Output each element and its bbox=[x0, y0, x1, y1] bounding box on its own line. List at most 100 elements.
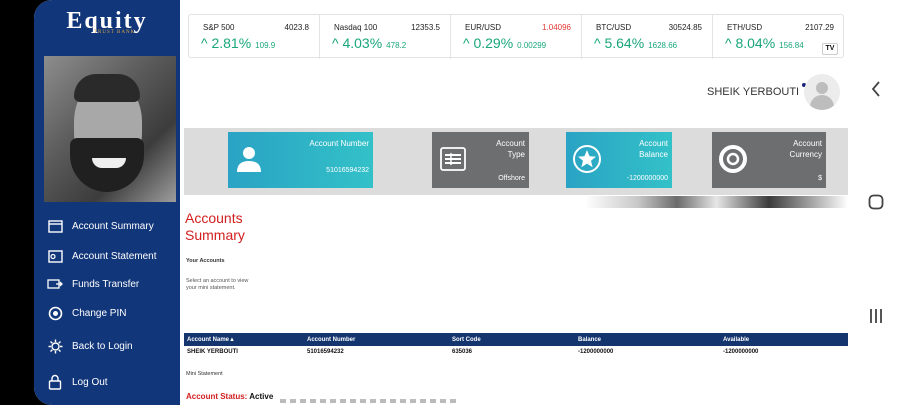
card-account-currency[interactable]: Account Currency $ bbox=[712, 132, 826, 188]
ticker-change-percent: ^ 4.03% 478.2 bbox=[332, 35, 406, 51]
ticker-price: 4023.8 bbox=[284, 23, 309, 32]
ticker-name: BTC/USD bbox=[596, 23, 632, 32]
card-value: Offshore bbox=[498, 175, 525, 182]
ticker-name: EUR/USD bbox=[465, 23, 502, 32]
system-nav-bar bbox=[850, 0, 900, 405]
card-title: Account Balance bbox=[639, 139, 668, 159]
profile-photo bbox=[44, 56, 176, 202]
up-arrow-icon: ^ bbox=[201, 35, 212, 51]
phone-left-edge bbox=[0, 0, 34, 405]
lock-icon bbox=[46, 373, 64, 391]
person-icon bbox=[234, 144, 264, 174]
banner-photo bbox=[585, 196, 848, 208]
column-header-account-number[interactable]: Account Number bbox=[304, 333, 449, 346]
transfer-icon bbox=[46, 275, 64, 293]
ticker-pct-value: 8.04% bbox=[735, 35, 776, 51]
cell-balance: -1200000000 bbox=[578, 349, 614, 355]
cut-off-text bbox=[280, 399, 460, 403]
ticker-change: 156.84 bbox=[779, 41, 804, 50]
market-ticker[interactable]: S&P 500 4023.8 ^ 2.81% 109.9 Nasdaq 100 1… bbox=[188, 14, 844, 59]
sidebar-item-label: Change PIN bbox=[72, 307, 127, 319]
ticker-name: S&P 500 bbox=[203, 23, 235, 32]
tradingview-logo[interactable]: TV bbox=[822, 43, 838, 55]
card-title: Account Currency bbox=[789, 139, 822, 159]
card-title: Account Number bbox=[309, 139, 369, 148]
cell-account-name: SHEIK YERBOUTI bbox=[187, 349, 238, 355]
lifebuoy-icon bbox=[718, 144, 748, 174]
back-icon[interactable] bbox=[866, 78, 886, 100]
ticker-price: 30524.85 bbox=[668, 23, 702, 32]
ticker-item[interactable]: Nasdaq 100 12353.5 ^ 4.03% 478.2 bbox=[320, 15, 451, 59]
ticker-pct-value: 4.03% bbox=[342, 35, 383, 51]
photo-hair bbox=[74, 74, 140, 102]
home-icon[interactable] bbox=[866, 192, 886, 212]
photo-smile bbox=[92, 158, 126, 168]
card-value: $ bbox=[818, 175, 822, 182]
ticker-item[interactable]: ETH/USD 2107.29 ^ 8.04% 156.84 TV bbox=[713, 15, 844, 59]
avatar-body bbox=[810, 95, 834, 110]
sidebar: Equity TRUST BANK Account Summary bbox=[34, 0, 180, 405]
card-title: Account Type bbox=[496, 139, 525, 159]
ticker-item[interactable]: BTC/USD 30524.85 ^ 5.64% 1628.66 bbox=[582, 15, 713, 59]
sidebar-item-label: Account Statement bbox=[72, 250, 157, 262]
user-avatar-icon[interactable] bbox=[804, 74, 840, 110]
main-content: S&P 500 4023.8 ^ 2.81% 109.9 Nasdaq 100 1… bbox=[180, 0, 850, 405]
grid-icon bbox=[438, 144, 468, 174]
card-account-number[interactable]: Account Number 51016594232 bbox=[228, 132, 373, 188]
table-row[interactable]: SHEIK YERBOUTI 51016594232 635036 -12000… bbox=[184, 346, 848, 358]
sidebar-item-account-summary[interactable]: Account Summary bbox=[34, 212, 180, 240]
sidebar-item-log-out[interactable]: Log Out bbox=[34, 368, 180, 396]
ticker-change: 1628.66 bbox=[648, 41, 678, 50]
sidebar-item-change-pin[interactable]: Change PIN bbox=[34, 299, 180, 327]
ticker-item[interactable]: S&P 500 4023.8 ^ 2.81% 109.9 bbox=[189, 15, 320, 59]
ticker-change-percent: ^ 0.29% 0.00299 bbox=[463, 35, 546, 51]
ticker-change: 0.00299 bbox=[517, 41, 547, 50]
sidebar-item-label: Back to Login bbox=[72, 340, 133, 352]
sidebar-item-label: Funds Transfer bbox=[72, 278, 140, 290]
card-value: 51016594232 bbox=[326, 167, 369, 174]
window-icon bbox=[46, 217, 64, 235]
ticker-change-percent: ^ 5.64% 1628.66 bbox=[594, 35, 677, 51]
gear-icon bbox=[46, 337, 64, 355]
ticker-name: Nasdaq 100 bbox=[334, 23, 378, 32]
avatar-head bbox=[816, 82, 828, 94]
up-arrow-icon: ^ bbox=[463, 35, 474, 51]
card-account-type[interactable]: Account Type Offshore bbox=[432, 132, 529, 188]
sidebar-item-funds-transfer[interactable]: Funds Transfer bbox=[34, 270, 180, 298]
sidebar-item-label: Log Out bbox=[72, 376, 108, 388]
column-header-sort-code[interactable]: Sort Code bbox=[449, 333, 575, 346]
cell-account-number: 51016594232 bbox=[307, 349, 344, 355]
column-header-account-name[interactable]: Account Name▲ bbox=[184, 333, 304, 346]
sidebar-item-label: Account Summary bbox=[72, 220, 154, 232]
user-name: SHEIK YERBOUTI bbox=[707, 86, 800, 98]
pin-icon bbox=[46, 304, 64, 322]
sidebar-item-back-to-login[interactable]: Back to Login bbox=[34, 332, 180, 360]
helper-text: Select an account to view your mini stat… bbox=[186, 278, 249, 291]
sidebar-item-account-statement[interactable]: Account Statement bbox=[34, 242, 180, 270]
column-header-balance[interactable]: Balance bbox=[575, 333, 720, 346]
ticker-change: 109.9 bbox=[255, 41, 276, 50]
section-label: Your Accounts bbox=[186, 258, 225, 264]
ticker-pct-value: 2.81% bbox=[211, 35, 252, 51]
accounts-table: Account Name▲ Account Number Sort Code B… bbox=[184, 333, 848, 358]
ticker-item[interactable]: EUR/USD 1.04096 ^ 0.29% 0.00299 bbox=[451, 15, 582, 59]
table-header-row: Account Name▲ Account Number Sort Code B… bbox=[184, 333, 848, 346]
card-value: -1200000000 bbox=[626, 175, 668, 182]
bank-logo: Equity bbox=[66, 8, 148, 34]
ticker-change-percent: ^ 2.81% 109.9 bbox=[201, 35, 275, 51]
account-status-label: Account Status: bbox=[186, 392, 248, 401]
banking-app: Equity TRUST BANK Account Summary bbox=[34, 0, 850, 405]
cell-available: -1200000000 bbox=[723, 349, 759, 355]
up-arrow-icon: ^ bbox=[332, 35, 343, 51]
ticker-price: 1.04096 bbox=[542, 23, 571, 32]
recent-apps-icon[interactable] bbox=[866, 306, 886, 326]
ticker-change-percent: ^ 8.04% 156.84 bbox=[725, 35, 804, 51]
up-arrow-icon: ^ bbox=[594, 35, 605, 51]
card-account-balance[interactable]: Account Balance -1200000000 bbox=[566, 132, 672, 188]
statement-icon bbox=[46, 247, 64, 265]
mini-statement-label: Mini Statement bbox=[186, 371, 223, 377]
star-icon bbox=[572, 144, 602, 174]
column-header-available[interactable]: Available bbox=[720, 333, 848, 346]
ticker-pct-value: 0.29% bbox=[473, 35, 514, 51]
